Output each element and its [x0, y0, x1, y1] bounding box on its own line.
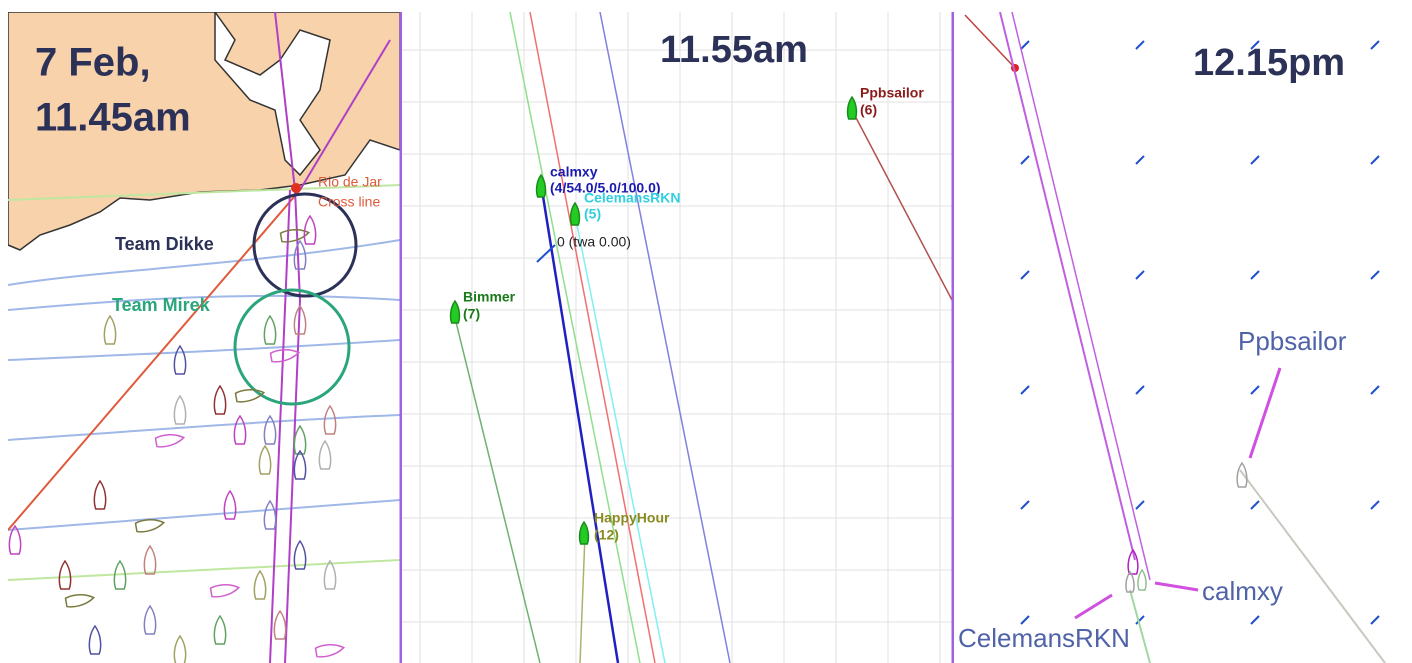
boat-label: CelemansRKN: [958, 623, 1130, 653]
boat-label: calmxy: [1202, 576, 1283, 606]
boat-name: Ppbsailor: [860, 85, 924, 101]
boat-info: (5): [584, 206, 601, 222]
panel-title: 11.45am: [35, 96, 191, 140]
map-panel-3: 12.15pm Ppbsailor calmxy CelemansRKN: [954, 12, 1406, 663]
boat-name: calmxy: [550, 164, 598, 180]
note: 0 (twa 0.00): [557, 234, 631, 250]
boat-name: CelemansRKN: [584, 190, 680, 206]
panel-title: 11.55am: [660, 29, 808, 71]
team-label: Team Mirek: [112, 295, 211, 315]
boat-name: Bimmer: [463, 289, 516, 305]
team-label: Team Dikke: [115, 234, 214, 254]
boat-label: Ppbsailor: [1238, 326, 1347, 356]
screenshot: 7 Feb, 11.45am Rio de Jar Cross line Tea…: [0, 0, 1412, 663]
map-panel-1: 7 Feb, 11.45am Rio de Jar Cross line Tea…: [8, 12, 400, 663]
map-label: Cross line: [318, 194, 380, 210]
boat-name: HappyHour: [594, 510, 670, 526]
panel-title: 7 Feb,: [35, 41, 151, 85]
map-panel-2: 11.55am Ppbsailor (6) calmxy (4/54.0/5.0…: [402, 12, 952, 663]
panel-title: 12.15pm: [1193, 42, 1345, 84]
boat-info: (7): [463, 306, 480, 322]
boat-info: (6): [860, 102, 877, 118]
boat-info: (12): [594, 527, 619, 543]
page: 7 Feb, 11.45am Rio de Jar Cross line Tea…: [0, 0, 1412, 663]
mark: [291, 183, 301, 193]
map-label: Rio de Jar: [318, 174, 382, 190]
